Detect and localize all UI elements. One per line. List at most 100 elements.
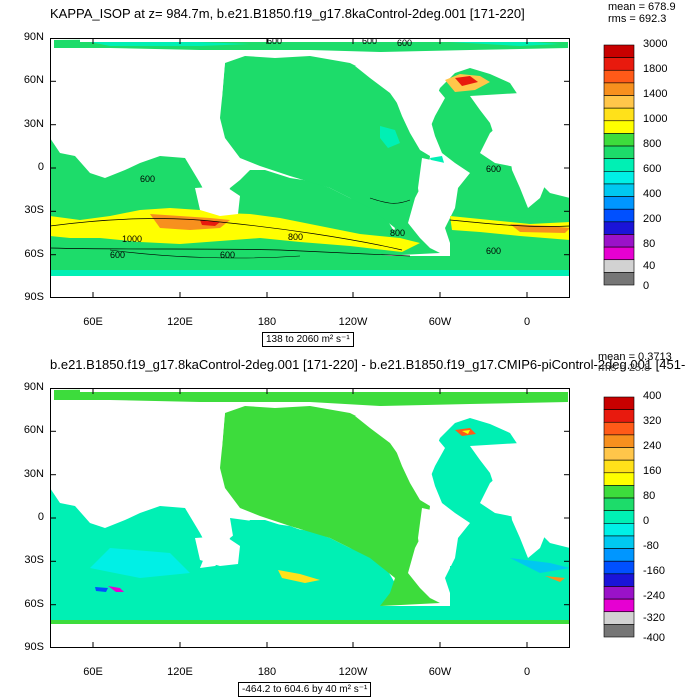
panel1-colorbar-swatch bbox=[603, 183, 635, 197]
contour-label: 600 bbox=[486, 246, 501, 256]
lat-label: 90S bbox=[24, 641, 44, 653]
contour-label: 800 bbox=[390, 228, 405, 238]
colorbar-label: 1800 bbox=[643, 63, 668, 75]
panel1-contour-labels: 600 600 600 600 800 800 1000 600 600 600… bbox=[110, 38, 501, 260]
colorbar-label: -80 bbox=[643, 540, 659, 552]
panel2-colorbar-swatch bbox=[603, 396, 635, 410]
panel1-colorbar-swatch bbox=[603, 259, 635, 273]
lon-label: 180 bbox=[257, 666, 277, 678]
panel2-colorbar-swatch bbox=[603, 586, 635, 600]
colorbar-label: 0 bbox=[643, 515, 650, 527]
lat-label: 0 bbox=[37, 161, 44, 173]
lat-label: 90N bbox=[23, 381, 44, 393]
lat-label: 60S bbox=[24, 598, 44, 610]
lat-label: 30N bbox=[23, 468, 44, 480]
colorbar-label: 40 bbox=[643, 260, 656, 272]
panel2-colorbar-swatch bbox=[603, 535, 635, 549]
panel2-colorbar-swatch bbox=[603, 421, 635, 436]
lat-label: 30S bbox=[24, 554, 44, 566]
panel1-colorbar-swatch bbox=[603, 107, 635, 122]
contour-label: 600 bbox=[486, 164, 501, 174]
panel2-colorbar-swatch bbox=[603, 510, 635, 524]
colorbar-label: 600 bbox=[643, 163, 662, 175]
panel1-colorbar-swatch bbox=[603, 246, 635, 261]
panel2-colorbar-swatch bbox=[603, 611, 635, 625]
colorbar-label: -160 bbox=[643, 565, 666, 577]
colorbar-label: 1400 bbox=[643, 88, 668, 100]
lon-label: 120E bbox=[167, 316, 193, 328]
panel2-colorbar-swatch bbox=[603, 624, 635, 638]
panel2-colorbar-swatch bbox=[603, 409, 635, 423]
colorbar-label: -400 bbox=[643, 632, 666, 644]
lat-label: 60N bbox=[23, 424, 44, 436]
panel1-colorbar-swatch bbox=[603, 196, 635, 210]
panel2-range: -464.2 to 604.6 by 40 m² s⁻¹ bbox=[238, 682, 372, 697]
lat-label: 30N bbox=[23, 118, 44, 130]
contour-label: 1000 bbox=[122, 234, 142, 244]
colorbar-label: 80 bbox=[643, 490, 656, 502]
panel2-colorbar-swatch bbox=[603, 598, 635, 613]
colorbar-label: 1000 bbox=[643, 113, 668, 125]
panel1-colorbar-swatch bbox=[603, 133, 635, 147]
panel2-map bbox=[50, 388, 570, 648]
panel1-colorbar-swatch bbox=[603, 69, 635, 84]
contour-label: 600 bbox=[220, 250, 235, 260]
panel2-colorbar-swatch bbox=[603, 573, 635, 587]
colorbar-label: 400 bbox=[643, 390, 662, 402]
panel2-colorbar-swatch bbox=[603, 472, 635, 486]
panel1-colorbar-swatch bbox=[603, 82, 635, 96]
lat-label: 90S bbox=[24, 291, 44, 303]
panel1-colorbar-swatch bbox=[603, 95, 635, 109]
panel2-colorbar-swatch bbox=[603, 548, 635, 562]
panel1-title: KAPPA_ISOP at z= 984.7m, b.e21.B1850.f19… bbox=[50, 6, 525, 21]
panel2-colorbar-swatch bbox=[603, 459, 635, 474]
colorbar-label: -240 bbox=[643, 590, 666, 602]
contour-label: 600 bbox=[397, 38, 412, 48]
panel1-map: 600 600 600 600 800 800 1000 600 600 600… bbox=[50, 38, 570, 298]
lon-label: 120E bbox=[167, 666, 193, 678]
contour-label: 600 bbox=[267, 38, 282, 46]
panel2-rms: rms = 25.8 bbox=[598, 362, 651, 374]
panel1-colorbar-swatch bbox=[603, 158, 635, 172]
lon-label: 60E bbox=[83, 666, 103, 678]
panel1-colorbar-swatch bbox=[603, 171, 635, 185]
panel2-colorbar-swatch bbox=[603, 497, 635, 511]
contour-label: 800 bbox=[288, 232, 303, 242]
lat-label: 0 bbox=[37, 511, 44, 523]
colorbar-label: 320 bbox=[643, 415, 662, 427]
lon-label: 120W bbox=[338, 316, 368, 328]
lat-label: 30S bbox=[24, 204, 44, 216]
colorbar-label: 160 bbox=[643, 465, 662, 477]
colorbar-label: 200 bbox=[643, 213, 662, 225]
panel2-colorbar-swatch bbox=[603, 447, 635, 461]
panel1-colorbar-swatch bbox=[603, 44, 635, 58]
lat-label: 60N bbox=[23, 74, 44, 86]
panel2-colorbar-swatch bbox=[603, 560, 635, 575]
colorbar-label: 0 bbox=[643, 280, 650, 292]
contour-label: 600 bbox=[110, 250, 125, 260]
lon-label: 60W bbox=[428, 316, 452, 328]
panel2-colorbar bbox=[603, 396, 635, 638]
lon-label: 0 bbox=[523, 666, 531, 678]
panel1-rms: rms = 692.3 bbox=[608, 13, 667, 25]
colorbar-label: -320 bbox=[643, 612, 666, 624]
contour-label: 600 bbox=[140, 174, 155, 184]
panel1-colorbar-swatch bbox=[603, 221, 635, 235]
panel1-colorbar-swatch bbox=[603, 272, 635, 286]
colorbar-label: 80 bbox=[643, 238, 656, 250]
panel1-colorbar-swatch bbox=[603, 234, 635, 248]
panel1-colorbar bbox=[603, 44, 635, 286]
lat-label: 60S bbox=[24, 248, 44, 260]
panel1-colorbar-swatch bbox=[603, 120, 635, 134]
lon-label: 60E bbox=[83, 316, 103, 328]
panel2-colorbar-swatch bbox=[603, 434, 635, 448]
colorbar-label: 240 bbox=[643, 440, 662, 452]
panel2-title: b.e21.B1850.f19_g17.8kaControl-2deg.001 … bbox=[50, 357, 686, 372]
panel1-range: 138 to 2060 m² s⁻¹ bbox=[262, 332, 354, 347]
colorbar-label: 400 bbox=[643, 188, 662, 200]
panel2-colorbar-swatch bbox=[603, 485, 635, 499]
contour-label: 600 bbox=[362, 38, 377, 46]
lon-label: 180 bbox=[257, 316, 277, 328]
colorbar-label: 3000 bbox=[643, 38, 668, 50]
panel1-colorbar-swatch bbox=[603, 145, 635, 159]
